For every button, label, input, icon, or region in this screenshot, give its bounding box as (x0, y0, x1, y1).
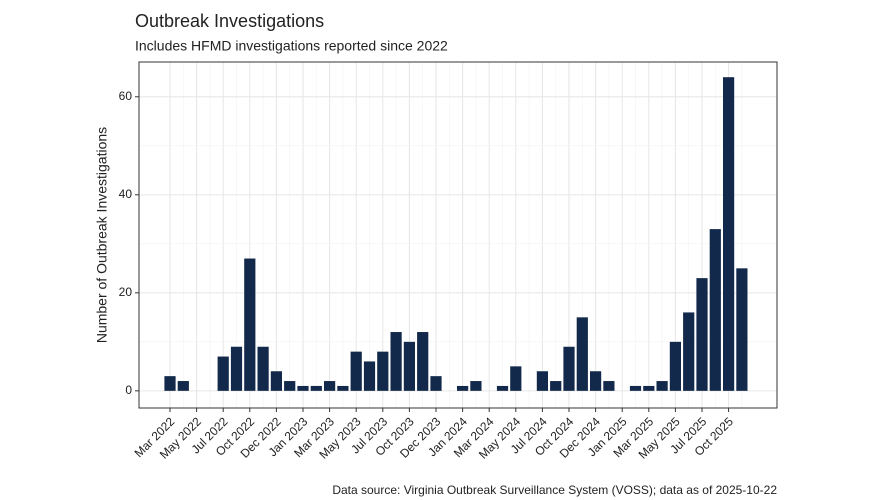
bar (430, 376, 442, 391)
bar (390, 332, 402, 391)
bar (576, 317, 588, 391)
bar (669, 341, 681, 391)
bar (244, 258, 256, 391)
y-tick-label: 20 (119, 285, 133, 299)
bar (470, 381, 482, 391)
bar (603, 381, 615, 391)
bar (257, 346, 269, 391)
bar (363, 361, 376, 391)
bar (709, 229, 721, 391)
bar (536, 371, 548, 391)
y-axis-label: Number of Outbreak Investigations (94, 127, 110, 343)
bar (723, 77, 735, 391)
bar (403, 341, 415, 391)
bar (177, 381, 189, 391)
bar (656, 381, 668, 391)
chart-subtitle: Includes HFMD investigations reported si… (135, 38, 448, 54)
bar (643, 385, 655, 391)
bar (696, 278, 708, 391)
bar (270, 371, 282, 391)
bar (496, 385, 509, 391)
bar (217, 356, 229, 391)
y-tick-label: 40 (119, 187, 133, 201)
y-tick-label: 0 (125, 383, 132, 397)
caption: Data source: Virginia Outbreak Surveilla… (332, 483, 777, 497)
bar (337, 385, 349, 391)
bar (457, 385, 469, 391)
bar (297, 385, 309, 391)
bar (550, 381, 562, 391)
bar (736, 268, 748, 391)
plot-border (138, 61, 778, 409)
bar (350, 351, 362, 391)
bar (164, 376, 176, 391)
bar (417, 332, 429, 391)
chart-title: Outbreak Investigations (135, 11, 324, 31)
bar (563, 346, 575, 391)
bar (324, 381, 336, 391)
bar (629, 385, 642, 391)
bar (310, 385, 322, 391)
y-tick-label: 60 (119, 89, 133, 103)
bar (230, 346, 243, 391)
bar (284, 381, 296, 391)
bar (590, 371, 602, 391)
bar (510, 366, 522, 391)
bar (377, 351, 389, 391)
bar (683, 312, 695, 391)
